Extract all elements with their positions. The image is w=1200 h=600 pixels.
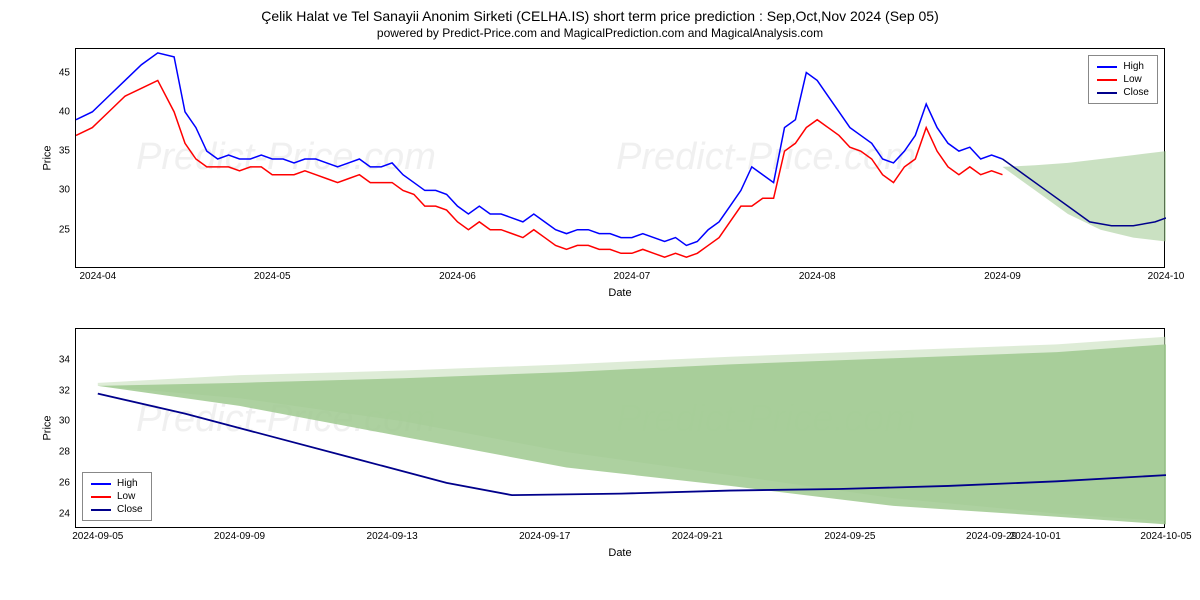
legend-swatch bbox=[1097, 92, 1117, 94]
legend-1: High Low Close bbox=[1088, 55, 1158, 104]
x-tick: 2024-04 bbox=[79, 267, 116, 282]
x-tick: 2024-09-13 bbox=[367, 527, 418, 542]
y-tick: 34 bbox=[59, 354, 76, 365]
chart-top: Predict-Price.com Predict-Price.com High… bbox=[20, 48, 1180, 318]
y-axis-label: Price bbox=[42, 145, 54, 170]
legend-label: Close bbox=[1123, 87, 1149, 98]
x-tick: 2024-09-25 bbox=[824, 527, 875, 542]
x-tick: 2024-05 bbox=[254, 267, 291, 282]
legend-label: High bbox=[117, 478, 138, 489]
y-tick: 25 bbox=[59, 224, 76, 235]
legend-swatch bbox=[1097, 79, 1117, 81]
x-tick: 2024-06 bbox=[439, 267, 476, 282]
chart-bottom: Predict-Price.com Predict-Price.com High… bbox=[20, 328, 1180, 578]
chart-svg-2 bbox=[76, 329, 1166, 529]
plot-area-1: Predict-Price.com Predict-Price.com High… bbox=[75, 48, 1165, 268]
legend-label: Low bbox=[117, 491, 135, 502]
legend-item: Close bbox=[91, 503, 143, 516]
y-tick: 30 bbox=[59, 185, 76, 196]
y-tick: 24 bbox=[59, 508, 76, 519]
prediction-band bbox=[98, 344, 1166, 524]
x-tick: 2024-10 bbox=[1148, 267, 1185, 282]
x-tick: 2024-08 bbox=[799, 267, 836, 282]
legend-item: Close bbox=[1097, 86, 1149, 99]
x-tick: 2024-09-05 bbox=[72, 527, 123, 542]
y-tick: 32 bbox=[59, 385, 76, 396]
y-axis-label: Price bbox=[42, 415, 54, 440]
x-tick: 2024-10-01 bbox=[1010, 527, 1061, 542]
x-tick: 2024-09 bbox=[984, 267, 1021, 282]
x-tick: 2024-09-21 bbox=[672, 527, 723, 542]
legend-label: High bbox=[1123, 61, 1144, 72]
x-axis-label: Date bbox=[608, 287, 631, 299]
x-axis-label: Date bbox=[608, 547, 631, 559]
chart-title: Çelik Halat ve Tel Sanayii Anonim Sirket… bbox=[0, 0, 1200, 26]
x-tick: 2024-07 bbox=[614, 267, 651, 282]
high-line bbox=[76, 53, 1003, 246]
legend-swatch bbox=[91, 483, 111, 485]
legend-item: High bbox=[91, 477, 143, 490]
legend-swatch bbox=[91, 496, 111, 498]
legend-swatch bbox=[91, 509, 111, 511]
chart-svg-1 bbox=[76, 49, 1166, 269]
y-tick: 30 bbox=[59, 416, 76, 427]
legend-label: Close bbox=[117, 504, 143, 515]
legend-item: Low bbox=[1097, 73, 1149, 86]
legend-item: High bbox=[1097, 60, 1149, 73]
chart-subtitle: powered by Predict-Price.com and Magical… bbox=[0, 26, 1200, 48]
y-tick: 45 bbox=[59, 67, 76, 78]
y-tick: 26 bbox=[59, 477, 76, 488]
y-tick: 35 bbox=[59, 146, 76, 157]
y-tick: 40 bbox=[59, 106, 76, 117]
prediction-band bbox=[1003, 151, 1167, 241]
legend-item: Low bbox=[91, 490, 143, 503]
x-tick: 2024-09-09 bbox=[214, 527, 265, 542]
y-tick: 28 bbox=[59, 447, 76, 458]
low-line bbox=[76, 80, 1003, 257]
legend-swatch bbox=[1097, 66, 1117, 68]
legend-label: Low bbox=[1123, 74, 1141, 85]
legend-2: High Low Close bbox=[82, 472, 152, 521]
x-tick: 2024-10-05 bbox=[1140, 527, 1191, 542]
x-tick: 2024-09-17 bbox=[519, 527, 570, 542]
plot-area-2: Predict-Price.com Predict-Price.com High… bbox=[75, 328, 1165, 528]
